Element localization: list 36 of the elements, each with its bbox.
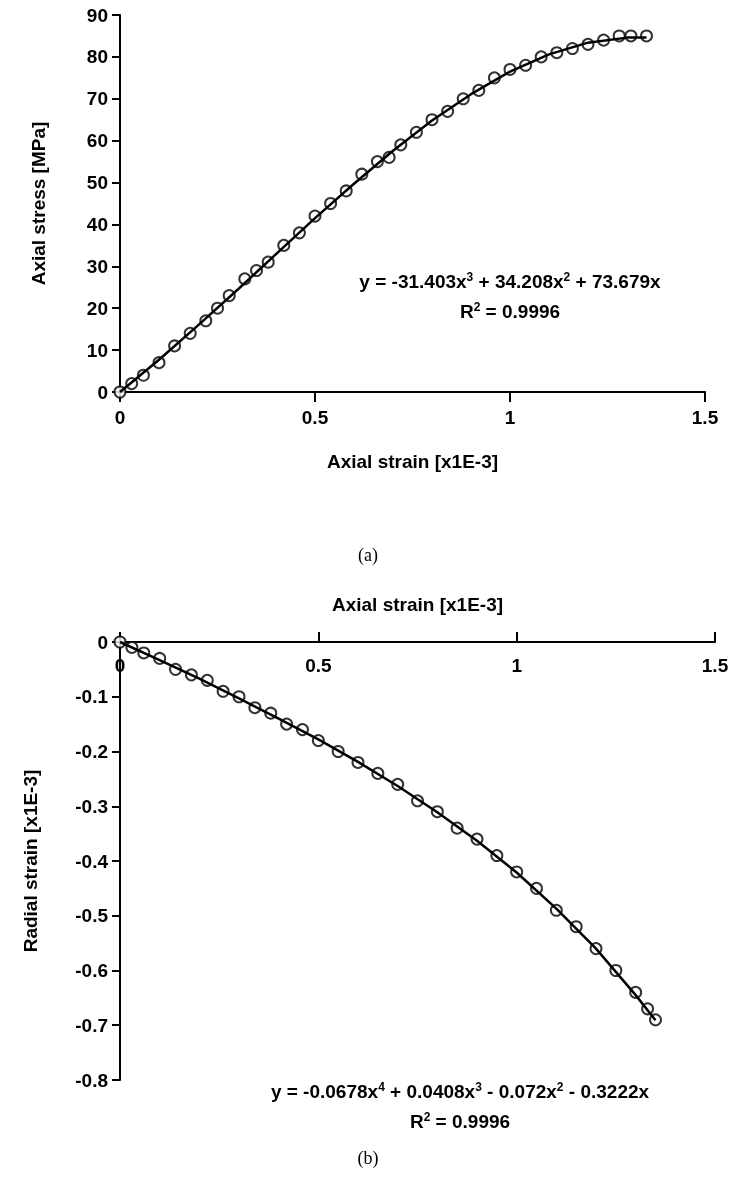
y-tick-label: -0.2 bbox=[75, 741, 108, 762]
x-tick-label: 1 bbox=[504, 407, 516, 428]
annotation: y = -31.403x$^{3}$ + 34.208x$^{2}$ + 73.679x bbox=[359, 270, 661, 294]
x-tick-label: 1.5 bbox=[701, 655, 729, 676]
y-tick-label: -0.6 bbox=[75, 960, 108, 981]
annotation: y = -0.0678x$^{4}$ + 0.0408x$^{3}$ - 0.072x$^{2}$ - 0.3222x bbox=[270, 1080, 650, 1104]
text: (a) bbox=[358, 545, 378, 566]
y-tick-label: -0.3 bbox=[75, 795, 108, 817]
y-tick-label: 0 bbox=[97, 631, 108, 653]
text: R$^{2}$ = 0.9996 bbox=[409, 1110, 511, 1134]
y-tick-label: 20 bbox=[86, 297, 108, 319]
x-axis-title: Axial strain [x1E-3] bbox=[326, 451, 499, 472]
y-tick-label: 0 bbox=[97, 381, 108, 403]
x-tick-label: 0 bbox=[114, 407, 126, 428]
x-axis-title: Axial strain [x1E-3] bbox=[331, 594, 504, 615]
y-tick-label: 10 bbox=[86, 339, 108, 361]
x-tick-label: 1.5 bbox=[691, 407, 719, 428]
x-tick-label: 0.5 bbox=[305, 655, 332, 676]
text: (b) bbox=[357, 1148, 379, 1169]
y-tick-label: 80 bbox=[86, 46, 108, 68]
y-tick-label: 40 bbox=[86, 213, 108, 235]
y-tick-label: 50 bbox=[86, 172, 108, 194]
y-tick-label: -0.8 bbox=[75, 1069, 108, 1091]
x-tick-label: 0.5 bbox=[301, 407, 329, 428]
y-tick-label: 70 bbox=[86, 88, 108, 110]
y-tick-label: 90 bbox=[86, 4, 108, 26]
y-axis-title: Radial strain [x1E-3] bbox=[20, 769, 41, 953]
y-tick-label: -0.4 bbox=[75, 850, 109, 872]
annotation: R$^{2}$ = 0.9996 bbox=[459, 300, 561, 324]
y-tick-label: 30 bbox=[86, 255, 108, 277]
y-tick-label: 60 bbox=[86, 130, 108, 152]
x-tick-label: 1 bbox=[511, 655, 523, 676]
y-tick-label: -0.5 bbox=[75, 905, 109, 927]
y-tick-label: -0.7 bbox=[75, 1014, 108, 1036]
y-axis-title: Axial stress [MPa] bbox=[28, 121, 49, 286]
y-tick-label: -0.1 bbox=[75, 686, 109, 708]
